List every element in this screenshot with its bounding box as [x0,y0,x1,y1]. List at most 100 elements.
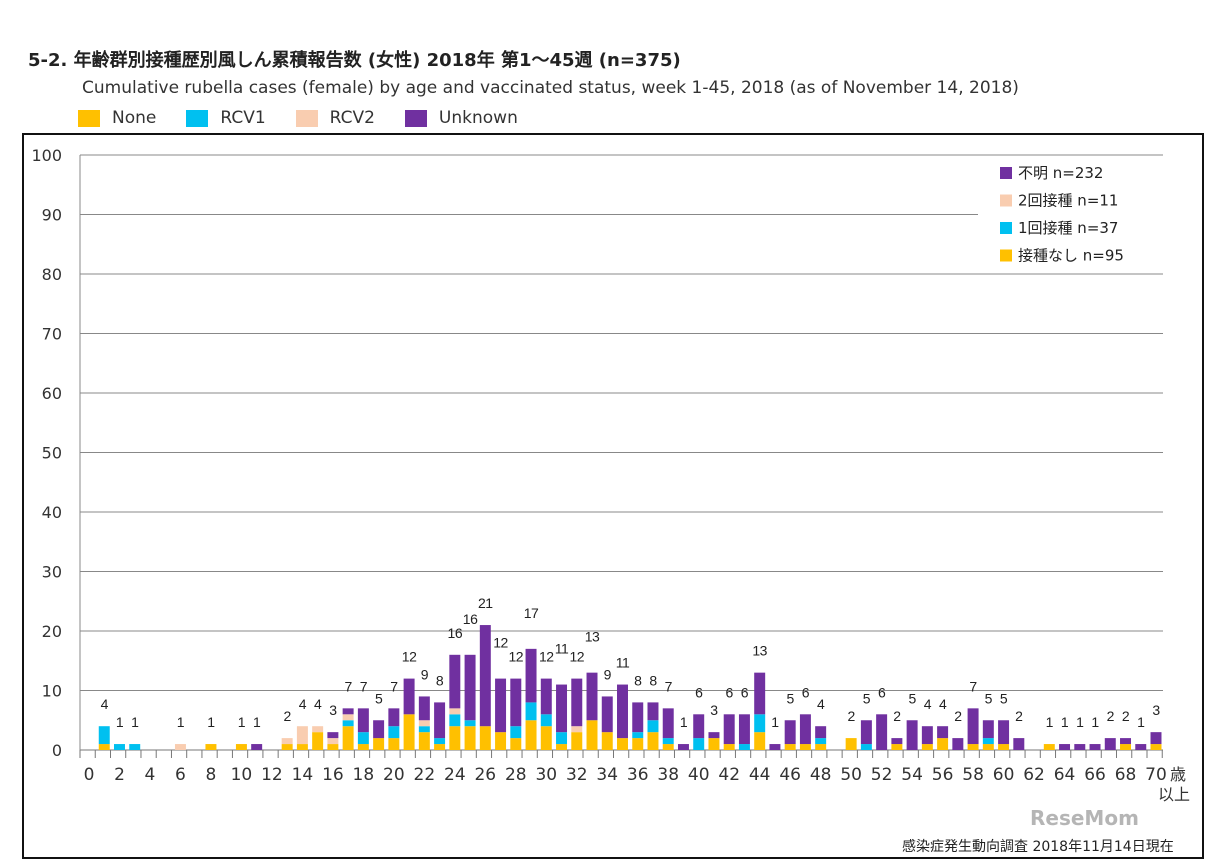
bar-none-age-37 [647,732,659,750]
x-axis-unit-line2: 以上 [1158,785,1190,804]
x-tick-label: 62 [1023,765,1045,785]
data-label: 5 [787,690,795,706]
bar-unknown-age-70 [1150,732,1162,745]
bar-unknown-age-31 [556,684,568,733]
bar-unknown-age-43 [738,714,750,745]
inner-legend-swatch [1000,167,1012,179]
data-label: 1 [1137,714,1145,730]
x-tick-label: 60 [993,765,1015,785]
data-label: 3 [329,702,337,718]
bar-none-age-18 [357,744,369,750]
bar-rcv1-age-23 [434,738,446,745]
bar-rcv1-age-24 [449,714,461,727]
x-tick-label: 22 [414,765,436,785]
bar-rcv2-age-17 [342,714,354,721]
bar-none-age-35 [617,738,628,750]
legend-label: Unknown [438,108,518,128]
bar-none-age-50 [845,738,857,750]
bar-rcv1-age-51 [860,744,872,750]
data-label: 11 [616,655,630,671]
inner-legend-label: 2回接種 n=11 [1018,192,1118,210]
y-tick-label: 0 [52,741,62,760]
bar-unknown-age-53 [891,738,903,745]
data-label: 7 [344,678,352,694]
bar-rcv2-age-24 [449,708,461,715]
data-label: 2 [954,708,962,724]
bar-none-age-30 [540,726,552,750]
bar-rcv1-age-37 [647,720,659,733]
bar-none-age-25 [464,726,476,750]
bar-rcv1-age-40 [693,738,705,750]
bar-rcv2-age-15 [312,726,324,733]
data-label: 12 [402,649,417,665]
x-tick-label: 20 [383,765,405,785]
x-tick-label: 18 [353,765,375,785]
x-tick-label: 26 [474,765,496,785]
bar-unknown-age-24 [449,654,461,709]
data-label: 1 [1061,714,1069,730]
bar-none-age-29 [525,720,537,750]
bar-none-age-53 [891,744,903,750]
bar-unknown-age-34 [601,696,613,733]
bar-unknown-age-29 [525,648,537,703]
data-label: 12 [493,635,508,651]
bar-unknown-age-42 [723,714,735,745]
data-label: 4 [939,696,947,712]
legend-swatch [295,109,318,127]
bar-none-age-1 [98,744,110,750]
bar-none-age-70 [1150,744,1162,750]
bar-rcv1-age-25 [464,720,476,727]
data-label: 4 [101,696,109,712]
bar-unknown-age-67 [1104,738,1116,750]
bar-none-age-41 [708,738,720,750]
data-label: 12 [539,649,554,665]
inner-legend-label: 接種なし n=95 [1018,247,1124,265]
inner-legend-swatch [1000,194,1012,207]
bar-none-age-34 [601,732,613,750]
bar-unknown-age-68 [1120,738,1132,745]
y-tick-label: 10 [42,682,62,701]
x-tick-label: 70 [1145,765,1167,785]
x-axis-unit: 歳 [1170,765,1186,784]
bar-unknown-age-66 [1089,744,1101,750]
bar-rcv1-age-44 [754,714,766,733]
data-label: 3 [1152,702,1160,718]
bar-rcv2-age-6 [174,744,186,750]
x-tick-label: 58 [962,765,984,785]
bar-unknown-age-20 [388,708,400,727]
bar-none-age-20 [388,738,400,750]
bar-unknown-age-23 [434,702,446,739]
x-tick-label: 28 [505,765,527,785]
bar-unknown-age-38 [662,708,674,739]
x-tick-label: 30 [535,765,557,785]
bar-none-age-10 [235,744,247,750]
chart-frame [22,133,1204,859]
bar-unknown-age-18 [357,708,369,733]
data-label: 1 [177,714,185,730]
bar-none-age-19 [373,738,385,750]
bar-none-age-31 [556,744,568,750]
bar-unknown-age-11 [251,744,263,750]
bar-none-age-56 [937,738,949,750]
bar-none-age-46 [784,744,796,750]
data-label: 6 [741,684,749,700]
bar-none-age-38 [662,744,674,750]
data-label: 7 [390,678,398,694]
data-label: 6 [802,684,810,700]
x-tick-label: 66 [1084,765,1106,785]
legend-item-rcv1: RCV1 [186,108,266,128]
bar-unknown-age-35 [617,684,628,739]
top-legend: None RCV1 RCV2 Unknown [78,108,548,128]
data-label: 16 [463,611,478,627]
bar-rcv1-age-48 [815,738,827,745]
bar-none-age-23 [434,744,446,750]
bar-rcv1-age-28 [510,726,522,739]
inner-legend-swatch [1000,222,1012,234]
data-label: 12 [509,649,524,665]
legend-label: RCV1 [220,108,266,128]
bar-rcv1-age-22 [418,726,430,733]
data-label: 2 [1015,708,1023,724]
bar-rcv1-age-36 [632,732,644,739]
data-label: 4 [924,696,932,712]
